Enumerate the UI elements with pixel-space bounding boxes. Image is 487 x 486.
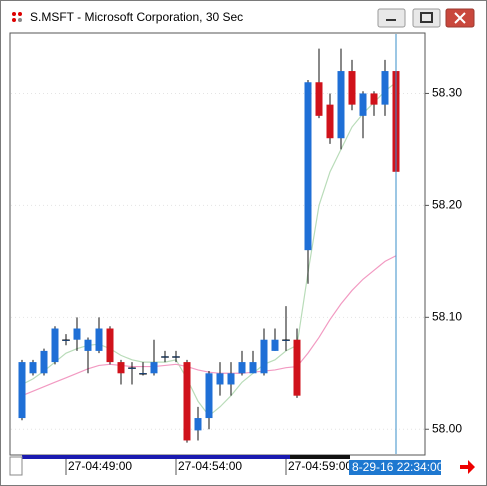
candle-body xyxy=(128,367,136,369)
candle-body xyxy=(304,82,312,251)
scroll-right-arrow[interactable] xyxy=(460,460,475,474)
candle-body xyxy=(282,339,290,341)
candle-body xyxy=(139,373,147,375)
close-button[interactable] xyxy=(445,8,475,28)
x-tick-label: 27-04:54:00 xyxy=(178,459,242,473)
x-tick-label: 27-04:59:00 xyxy=(288,459,352,473)
y-tick-label: 58.30 xyxy=(432,86,462,100)
candle-body xyxy=(293,339,301,396)
candle-body xyxy=(381,71,389,105)
candle-body xyxy=(315,82,323,116)
scroll-track[interactable] xyxy=(22,455,290,459)
candle-body xyxy=(84,339,92,351)
candle-body xyxy=(326,104,334,139)
x-tick-label: 27-04:49:00 xyxy=(68,459,132,473)
candle-body xyxy=(29,362,37,374)
scroll-thumb[interactable] xyxy=(290,455,350,459)
corner-box xyxy=(9,456,23,476)
cursor-label-bg xyxy=(349,460,441,475)
candle-body xyxy=(161,356,169,358)
candle-body xyxy=(172,356,180,358)
candle-body xyxy=(73,328,81,340)
candle-body xyxy=(348,71,356,105)
candle-body xyxy=(359,93,367,116)
candle-body xyxy=(249,362,257,374)
candle-body xyxy=(370,93,378,105)
candle-body xyxy=(271,339,279,351)
window-title: S.MSFT - Microsoft Corporation, 30 Sec xyxy=(30,10,243,24)
y-tick-label: 58.20 xyxy=(432,198,462,212)
candle-body xyxy=(260,339,268,374)
y-tick-label: 58.10 xyxy=(432,309,462,323)
candle-body xyxy=(238,362,246,374)
candle-body xyxy=(337,71,345,139)
candle-body xyxy=(117,362,125,374)
candle-body xyxy=(40,350,48,374)
minimize-button[interactable] xyxy=(377,8,406,28)
candle-body xyxy=(183,362,191,441)
y-tick-label: 58.00 xyxy=(432,421,462,435)
app-icon xyxy=(12,12,22,22)
candle-body xyxy=(150,362,158,374)
candle-body xyxy=(216,373,224,385)
candle-body xyxy=(62,339,70,341)
candle-body xyxy=(205,373,213,419)
candle-body xyxy=(227,373,235,385)
candle-body xyxy=(18,362,26,419)
candle-body xyxy=(51,328,59,363)
cursor-label: 8-29-16 22:34:00 xyxy=(352,460,444,474)
candle-body xyxy=(194,418,202,431)
candle-body xyxy=(95,328,103,351)
plot-area xyxy=(9,32,426,456)
candle-body xyxy=(106,328,114,363)
maximize-button[interactable] xyxy=(412,8,441,28)
chart-layer: 58.00 58.10 58.20 58.30 27-04:49:00 27-04:54:… xyxy=(11,34,462,475)
